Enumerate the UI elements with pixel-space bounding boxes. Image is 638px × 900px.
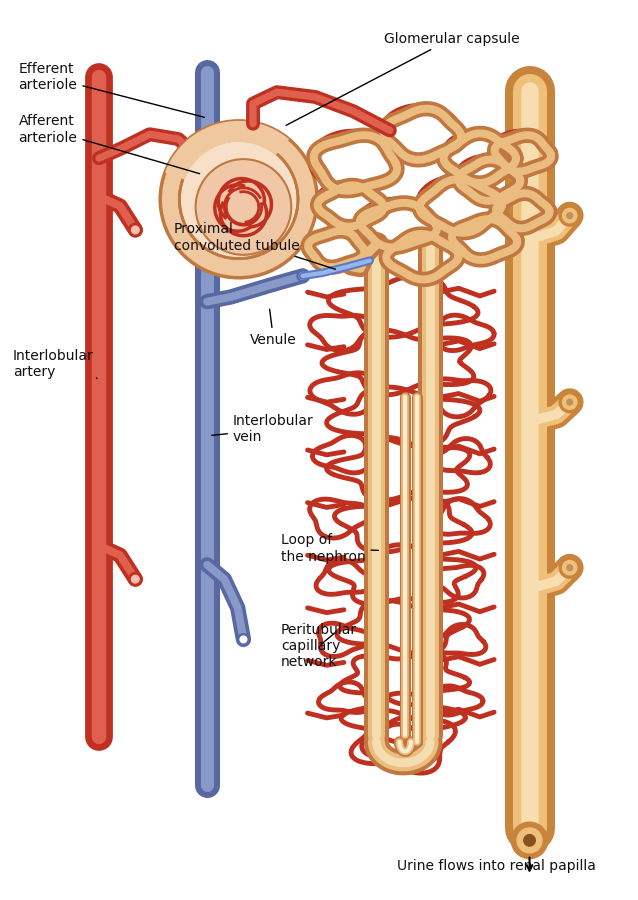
Circle shape (196, 159, 292, 255)
Circle shape (567, 565, 572, 571)
Circle shape (131, 226, 139, 234)
Circle shape (297, 270, 309, 282)
Text: Venule: Venule (250, 310, 297, 347)
Text: Proximal
convoluted tubule: Proximal convoluted tubule (174, 222, 336, 269)
Circle shape (559, 557, 580, 578)
Polygon shape (165, 121, 289, 180)
Circle shape (563, 209, 577, 223)
Circle shape (240, 636, 247, 643)
Text: Loop of
the nephron: Loop of the nephron (281, 534, 378, 563)
Circle shape (238, 634, 249, 645)
Circle shape (524, 834, 535, 846)
Text: Urine flows into renal papilla: Urine flows into renal papilla (397, 860, 597, 873)
Text: Afferent
arteriole: Afferent arteriole (19, 114, 200, 174)
Circle shape (511, 823, 547, 859)
Circle shape (563, 561, 577, 575)
Text: Interlobular
vein: Interlobular vein (212, 414, 314, 444)
Circle shape (517, 828, 542, 853)
Circle shape (129, 572, 142, 586)
Circle shape (563, 395, 577, 410)
Circle shape (160, 121, 317, 278)
Circle shape (179, 140, 298, 258)
Circle shape (131, 575, 139, 583)
Text: Peritubular
capillary
network: Peritubular capillary network (281, 623, 357, 670)
Text: Glomerular capsule: Glomerular capsule (286, 32, 520, 125)
Circle shape (567, 400, 572, 405)
Circle shape (567, 212, 572, 219)
Text: Efferent
arteriole: Efferent arteriole (19, 62, 204, 117)
Circle shape (559, 205, 580, 226)
Circle shape (559, 392, 580, 413)
Text: Interlobular
artery: Interlobular artery (13, 349, 97, 379)
Circle shape (129, 223, 142, 237)
Circle shape (299, 273, 306, 279)
